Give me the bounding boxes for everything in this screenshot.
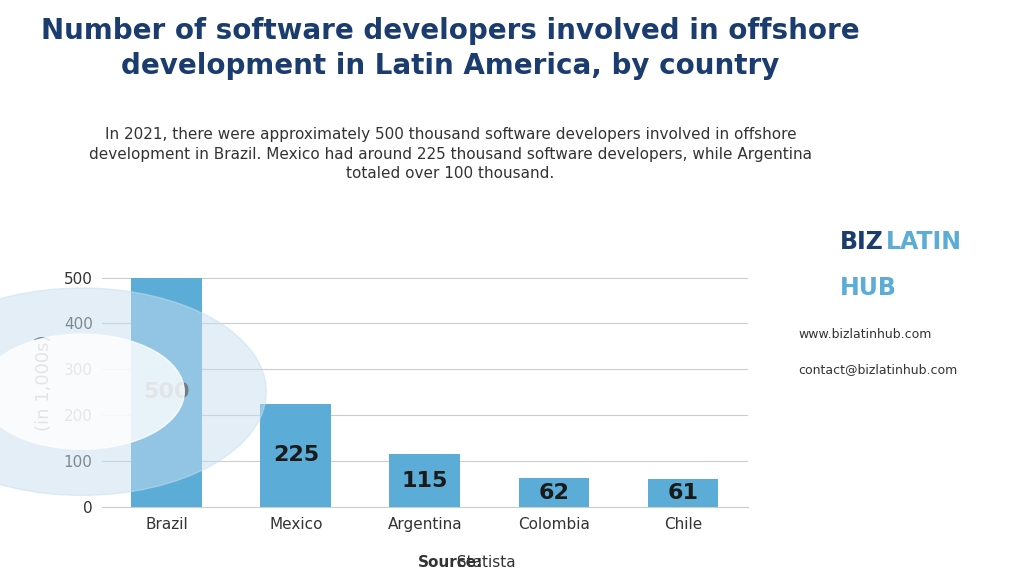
Text: 115: 115 bbox=[401, 471, 449, 491]
Text: 62: 62 bbox=[539, 483, 569, 503]
Circle shape bbox=[0, 288, 266, 495]
Text: HUB: HUB bbox=[840, 276, 897, 301]
Text: 500: 500 bbox=[143, 382, 190, 402]
Text: LATIN: LATIN bbox=[886, 230, 962, 255]
Bar bbox=[260, 404, 332, 507]
Text: 61: 61 bbox=[668, 483, 698, 503]
Text: Number of software developers involved in offshore
development in Latin America,: Number of software developers involved i… bbox=[41, 17, 860, 80]
Text: BIZ: BIZ bbox=[840, 230, 884, 255]
Text: Statista: Statista bbox=[452, 555, 515, 570]
Bar bbox=[518, 479, 590, 507]
Y-axis label: (in 1,000s): (in 1,000s) bbox=[35, 335, 52, 431]
Text: contact@bizlatinhub.com: contact@bizlatinhub.com bbox=[799, 363, 958, 376]
Bar bbox=[389, 454, 461, 507]
Bar bbox=[131, 278, 203, 507]
Bar bbox=[647, 479, 719, 507]
Text: 225: 225 bbox=[272, 445, 319, 465]
Text: www.bizlatinhub.com: www.bizlatinhub.com bbox=[799, 328, 932, 342]
Text: In 2021, there were approximately 500 thousand software developers involved in o: In 2021, there were approximately 500 th… bbox=[89, 127, 812, 181]
Text: Source:: Source: bbox=[418, 555, 483, 570]
Circle shape bbox=[0, 334, 184, 449]
